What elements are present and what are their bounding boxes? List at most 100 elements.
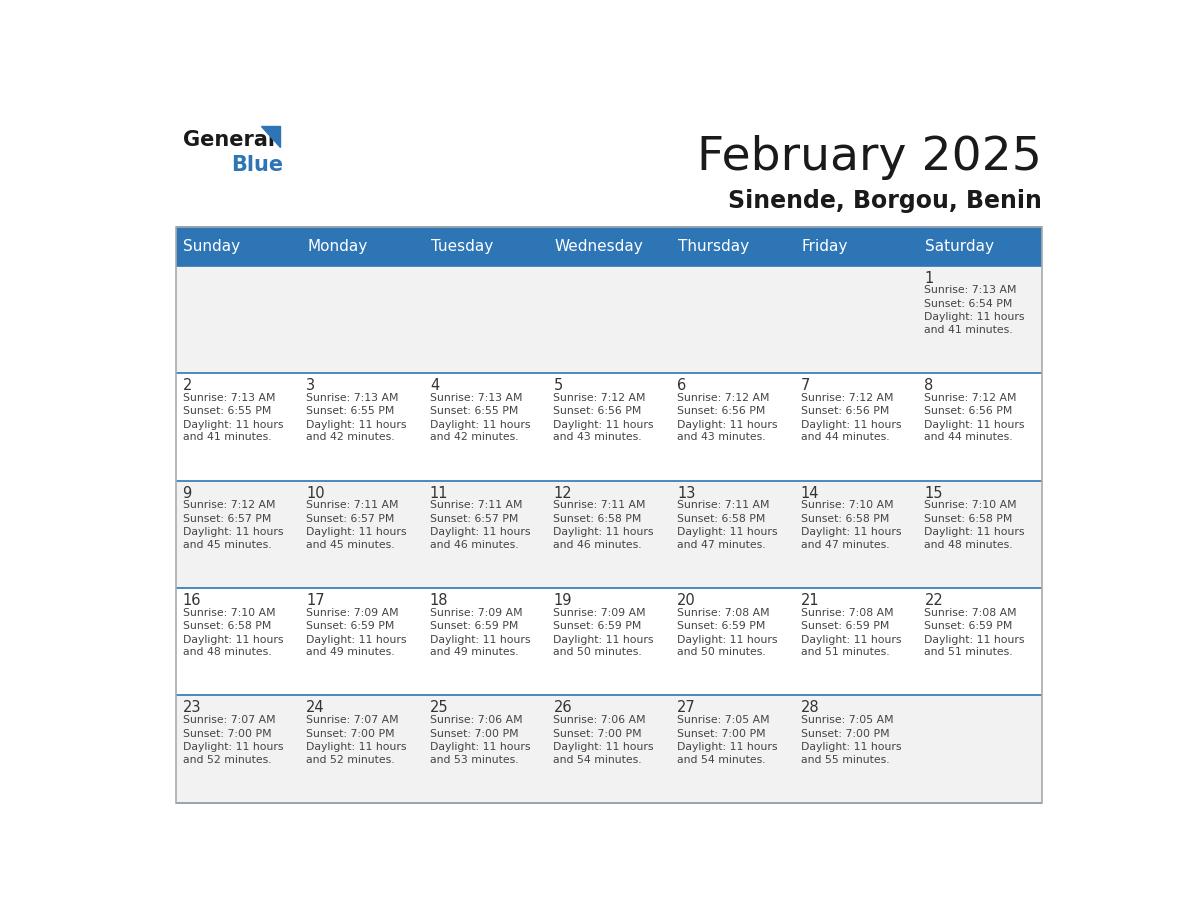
Text: Daylight: 11 hours: Daylight: 11 hours bbox=[801, 634, 902, 644]
Text: and 48 minutes.: and 48 minutes. bbox=[183, 647, 271, 657]
Text: 16: 16 bbox=[183, 593, 201, 608]
Text: and 46 minutes.: and 46 minutes. bbox=[554, 540, 642, 550]
Text: 18: 18 bbox=[430, 593, 448, 608]
Bar bbox=[795, 480, 918, 588]
Bar bbox=[423, 480, 546, 588]
Text: Sunset: 7:00 PM: Sunset: 7:00 PM bbox=[430, 729, 518, 739]
Bar bbox=[176, 265, 299, 373]
Text: 5: 5 bbox=[554, 378, 563, 393]
Text: Daylight: 11 hours: Daylight: 11 hours bbox=[801, 527, 902, 537]
Text: Sunrise: 7:13 AM: Sunrise: 7:13 AM bbox=[307, 393, 399, 403]
Text: Daylight: 11 hours: Daylight: 11 hours bbox=[307, 634, 406, 644]
Text: and 52 minutes.: and 52 minutes. bbox=[307, 755, 394, 765]
Text: Sunrise: 7:11 AM: Sunrise: 7:11 AM bbox=[554, 500, 646, 510]
Bar bbox=[546, 373, 671, 480]
Text: Sunrise: 7:12 AM: Sunrise: 7:12 AM bbox=[554, 393, 646, 403]
Text: Sunrise: 7:10 AM: Sunrise: 7:10 AM bbox=[801, 500, 893, 510]
Text: and 55 minutes.: and 55 minutes. bbox=[801, 755, 890, 765]
Text: General: General bbox=[183, 130, 276, 150]
Text: 28: 28 bbox=[801, 700, 820, 715]
Text: and 45 minutes.: and 45 minutes. bbox=[183, 540, 271, 550]
Text: Sunset: 6:56 PM: Sunset: 6:56 PM bbox=[924, 407, 1012, 417]
Text: Sunset: 6:55 PM: Sunset: 6:55 PM bbox=[430, 407, 518, 417]
Text: Saturday: Saturday bbox=[925, 239, 994, 253]
Text: and 43 minutes.: and 43 minutes. bbox=[554, 432, 642, 442]
Text: Sunset: 6:56 PM: Sunset: 6:56 PM bbox=[554, 407, 642, 417]
Text: Sunset: 6:54 PM: Sunset: 6:54 PM bbox=[924, 299, 1012, 308]
Text: Daylight: 11 hours: Daylight: 11 hours bbox=[183, 527, 283, 537]
Text: Daylight: 11 hours: Daylight: 11 hours bbox=[554, 420, 653, 430]
Text: 11: 11 bbox=[430, 486, 448, 500]
Bar bbox=[546, 588, 671, 696]
Text: Daylight: 11 hours: Daylight: 11 hours bbox=[677, 420, 778, 430]
Bar bbox=[671, 588, 795, 696]
Text: 19: 19 bbox=[554, 593, 571, 608]
Bar bbox=[795, 373, 918, 480]
Bar bbox=[176, 588, 299, 696]
Text: Sunrise: 7:07 AM: Sunrise: 7:07 AM bbox=[183, 715, 276, 725]
Text: 23: 23 bbox=[183, 700, 201, 715]
Bar bbox=[671, 480, 795, 588]
Text: 26: 26 bbox=[554, 700, 573, 715]
Text: 17: 17 bbox=[307, 593, 324, 608]
Text: Daylight: 11 hours: Daylight: 11 hours bbox=[801, 420, 902, 430]
Text: Sunrise: 7:10 AM: Sunrise: 7:10 AM bbox=[183, 608, 276, 618]
Text: Sunrise: 7:12 AM: Sunrise: 7:12 AM bbox=[801, 393, 893, 403]
Text: and 46 minutes.: and 46 minutes. bbox=[430, 540, 518, 550]
Bar bbox=[671, 373, 795, 480]
Text: Daylight: 11 hours: Daylight: 11 hours bbox=[924, 312, 1025, 322]
Text: Thursday: Thursday bbox=[678, 239, 750, 253]
Text: and 44 minutes.: and 44 minutes. bbox=[924, 432, 1013, 442]
Text: Daylight: 11 hours: Daylight: 11 hours bbox=[183, 420, 283, 430]
Text: and 50 minutes.: and 50 minutes. bbox=[554, 647, 643, 657]
Bar bbox=[795, 696, 918, 803]
Bar bbox=[299, 227, 423, 265]
Text: Sunset: 6:56 PM: Sunset: 6:56 PM bbox=[801, 407, 889, 417]
Text: Sunrise: 7:09 AM: Sunrise: 7:09 AM bbox=[430, 608, 523, 618]
Text: Sunset: 6:59 PM: Sunset: 6:59 PM bbox=[924, 621, 1012, 632]
Text: Sunrise: 7:13 AM: Sunrise: 7:13 AM bbox=[183, 393, 276, 403]
Text: 25: 25 bbox=[430, 700, 448, 715]
Text: Sunset: 6:59 PM: Sunset: 6:59 PM bbox=[801, 621, 889, 632]
Text: 22: 22 bbox=[924, 593, 943, 608]
Text: Daylight: 11 hours: Daylight: 11 hours bbox=[554, 527, 653, 537]
Text: Sunrise: 7:05 AM: Sunrise: 7:05 AM bbox=[801, 715, 893, 725]
Text: Sunset: 6:59 PM: Sunset: 6:59 PM bbox=[307, 621, 394, 632]
Text: Daylight: 11 hours: Daylight: 11 hours bbox=[677, 527, 778, 537]
Text: Sunrise: 7:05 AM: Sunrise: 7:05 AM bbox=[677, 715, 770, 725]
Text: and 53 minutes.: and 53 minutes. bbox=[430, 755, 518, 765]
Text: Sunset: 6:56 PM: Sunset: 6:56 PM bbox=[677, 407, 765, 417]
Text: 14: 14 bbox=[801, 486, 820, 500]
Text: Friday: Friday bbox=[802, 239, 848, 253]
Text: Sunday: Sunday bbox=[183, 239, 241, 253]
Bar bbox=[299, 480, 423, 588]
Polygon shape bbox=[261, 126, 280, 147]
Text: and 51 minutes.: and 51 minutes. bbox=[924, 647, 1013, 657]
Text: Daylight: 11 hours: Daylight: 11 hours bbox=[554, 634, 653, 644]
Bar bbox=[918, 373, 1042, 480]
Text: Sunset: 6:57 PM: Sunset: 6:57 PM bbox=[307, 514, 394, 524]
Text: Sunrise: 7:06 AM: Sunrise: 7:06 AM bbox=[554, 715, 646, 725]
Text: and 47 minutes.: and 47 minutes. bbox=[801, 540, 890, 550]
Text: 15: 15 bbox=[924, 486, 943, 500]
Text: Daylight: 11 hours: Daylight: 11 hours bbox=[183, 742, 283, 752]
Text: 20: 20 bbox=[677, 593, 696, 608]
Text: and 49 minutes.: and 49 minutes. bbox=[307, 647, 394, 657]
Bar bbox=[671, 227, 795, 265]
Text: 10: 10 bbox=[307, 486, 324, 500]
Text: Sunrise: 7:08 AM: Sunrise: 7:08 AM bbox=[924, 608, 1017, 618]
Text: Sunset: 7:00 PM: Sunset: 7:00 PM bbox=[554, 729, 642, 739]
Text: Daylight: 11 hours: Daylight: 11 hours bbox=[430, 634, 530, 644]
Text: 2: 2 bbox=[183, 378, 192, 393]
Bar bbox=[176, 696, 299, 803]
Text: and 42 minutes.: and 42 minutes. bbox=[307, 432, 394, 442]
Text: Daylight: 11 hours: Daylight: 11 hours bbox=[554, 742, 653, 752]
Text: Sunrise: 7:12 AM: Sunrise: 7:12 AM bbox=[924, 393, 1017, 403]
Text: 7: 7 bbox=[801, 378, 810, 393]
Text: Blue: Blue bbox=[232, 155, 284, 175]
Bar bbox=[795, 227, 918, 265]
Bar bbox=[176, 373, 299, 480]
Text: Sunrise: 7:11 AM: Sunrise: 7:11 AM bbox=[430, 500, 523, 510]
Text: Daylight: 11 hours: Daylight: 11 hours bbox=[307, 420, 406, 430]
Text: Sunrise: 7:09 AM: Sunrise: 7:09 AM bbox=[554, 608, 646, 618]
